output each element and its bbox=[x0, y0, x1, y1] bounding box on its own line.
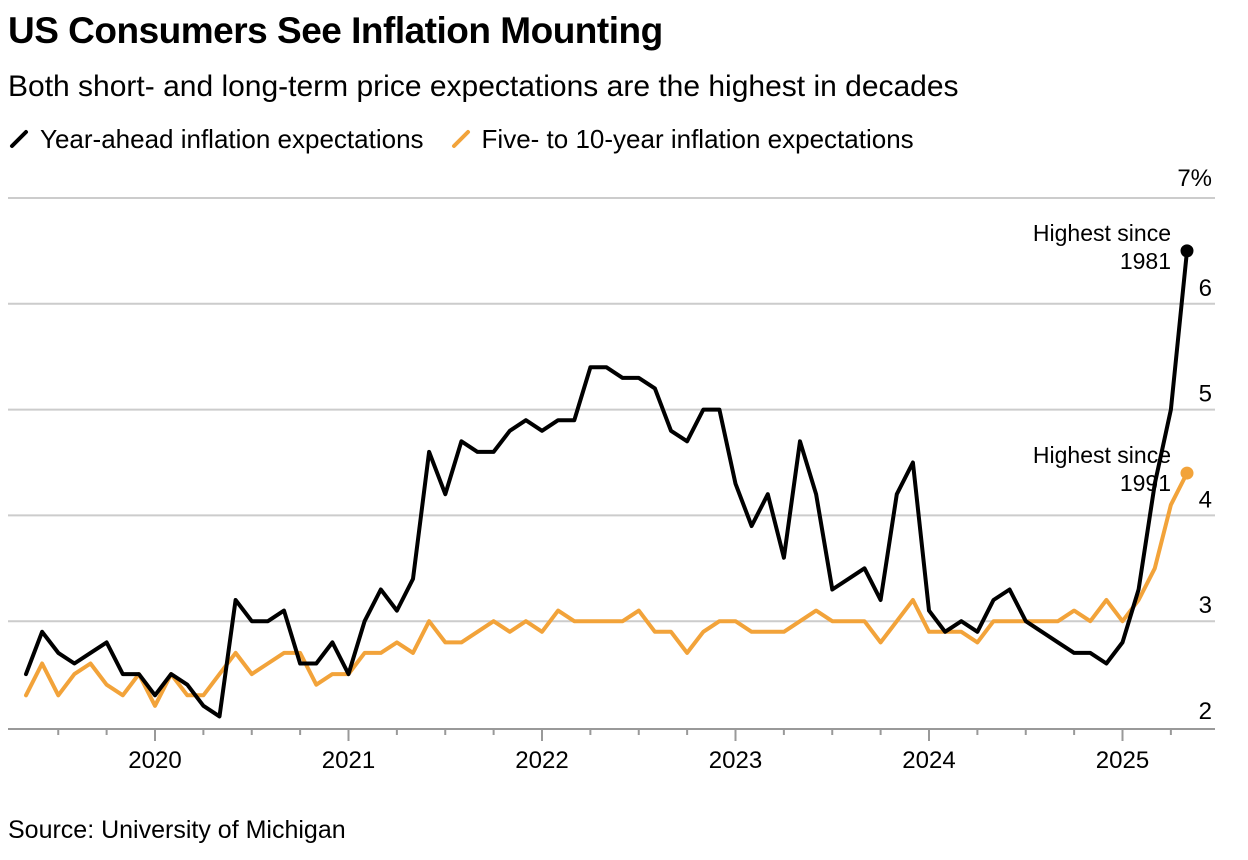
x-tick-label: 2021 bbox=[322, 747, 375, 774]
y-tick-label: 2 bbox=[1199, 698, 1212, 725]
y-tick-label: 3 bbox=[1199, 592, 1212, 619]
legend-item-year-ahead: Year-ahead inflation expectations bbox=[8, 124, 424, 155]
endpoint-marker-long-term bbox=[1180, 466, 1194, 480]
series-line-year-ahead bbox=[24, 248, 1189, 719]
y-tick-label: 6 bbox=[1199, 275, 1212, 302]
annotation-line2: 1991 bbox=[1120, 470, 1171, 496]
source-note: Source: University of Michigan bbox=[8, 816, 346, 844]
x-tick-label: 2020 bbox=[128, 747, 181, 774]
y-tick-label: 7% bbox=[1177, 165, 1212, 192]
legend-swatch-long-term bbox=[451, 130, 470, 148]
series-line-long-term bbox=[24, 471, 1189, 708]
x-tick-label: 2025 bbox=[1096, 747, 1149, 774]
legend-label-year-ahead: Year-ahead inflation expectations bbox=[40, 123, 424, 154]
chart-title: US Consumers See Inflation Mounting bbox=[8, 10, 663, 51]
y-tick-label: 5 bbox=[1199, 381, 1212, 408]
legend-item-long-term: Five- to 10-year inflation expectations bbox=[450, 124, 914, 155]
x-tick-label: 2022 bbox=[515, 747, 568, 774]
legend-label-long-term: Five- to 10-year inflation expectations bbox=[481, 123, 914, 154]
y-tick-label: 4 bbox=[1199, 486, 1212, 513]
annotation-line2: 1981 bbox=[1120, 248, 1171, 274]
annotation-line1: Highest since bbox=[1033, 442, 1171, 468]
chart-subtitle: Both short- and long-term price expectat… bbox=[8, 70, 959, 103]
legend-swatch-year-ahead bbox=[10, 130, 28, 148]
x-tick-label: 2024 bbox=[902, 747, 955, 774]
x-tick-label: 2023 bbox=[709, 747, 762, 774]
legend: Year-ahead inflation expectations Five- … bbox=[8, 122, 940, 156]
annotation-line1: Highest since bbox=[1033, 220, 1171, 246]
endpoint-marker-year-ahead bbox=[1180, 244, 1194, 258]
